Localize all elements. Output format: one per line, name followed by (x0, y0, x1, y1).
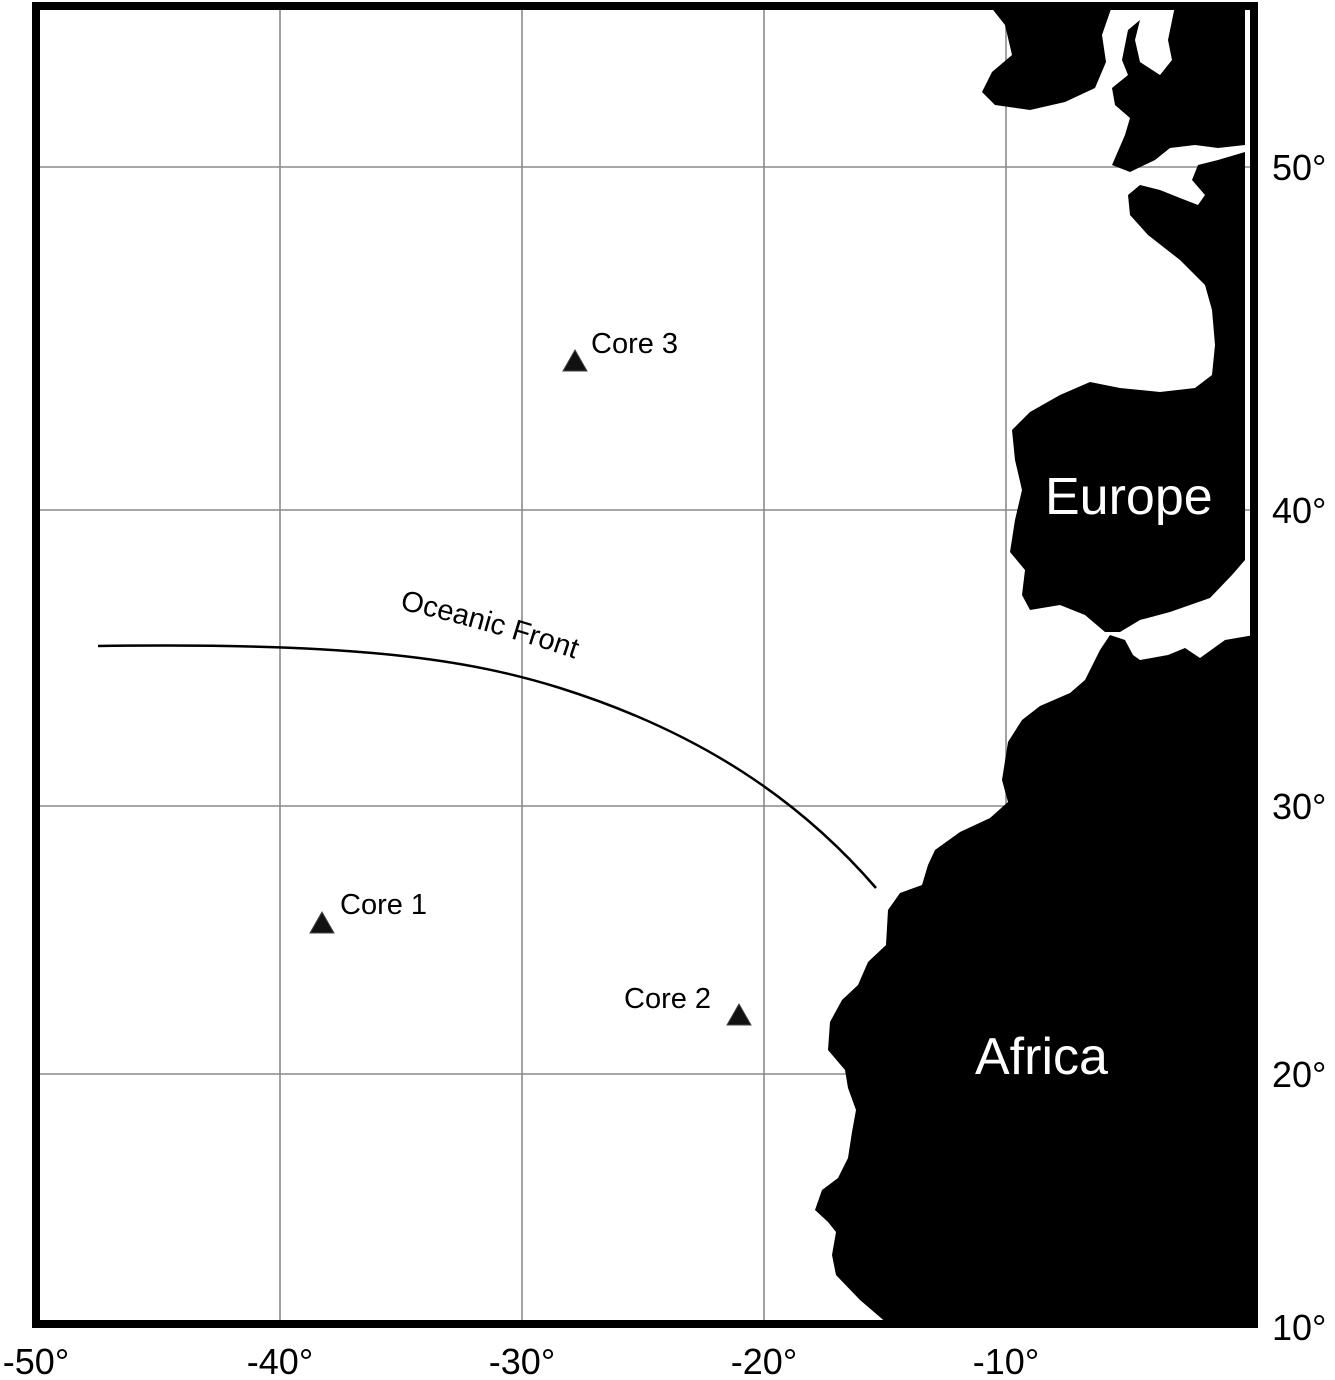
oceanic-front-line (97, 644, 877, 889)
core-1-triangle-icon (309, 910, 335, 934)
x-tick-label-20w: -20° (731, 1341, 797, 1380)
y-tick-label-20n: 20° (1272, 1054, 1326, 1095)
y-tick-label-10n: 10° (1272, 1307, 1326, 1348)
y-tick-label-30n: 30° (1272, 786, 1326, 827)
core-3-marker: Core 3 (562, 328, 678, 372)
ireland-shape (982, 6, 1112, 110)
y-axis: 50° 40° 30° 20° 10° (1272, 147, 1326, 1348)
core-2-marker: Core 2 (624, 983, 752, 1026)
x-tick-label-10w: -10° (973, 1341, 1039, 1380)
y-tick-label-40n: 40° (1272, 490, 1326, 531)
map-frame (32, 2, 1258, 1328)
core-2-label: Core 2 (624, 983, 711, 1015)
africa-label: Africa (975, 1028, 1108, 1086)
africa-landmass (815, 635, 1254, 1324)
core-1-marker: Core 1 (309, 889, 427, 934)
x-tick-label-50w: -50° (3, 1341, 69, 1380)
y-tick-label-50n: 50° (1272, 147, 1326, 188)
core-1-label: Core 1 (340, 889, 427, 921)
europe-landmass (982, 6, 1245, 632)
x-axis: -50° -40° -30° -20° -10° (3, 1341, 1039, 1380)
x-tick-label-30w: -30° (489, 1341, 555, 1380)
europe-label: Europe (1045, 468, 1213, 526)
core-3-label: Core 3 (591, 328, 678, 360)
britain-shape (1112, 6, 1245, 172)
x-tick-label-40w: -40° (247, 1341, 313, 1380)
iberia-france-shape (1010, 152, 1245, 632)
core-2-triangle-icon (726, 1002, 752, 1026)
core-3-triangle-icon (562, 348, 588, 372)
